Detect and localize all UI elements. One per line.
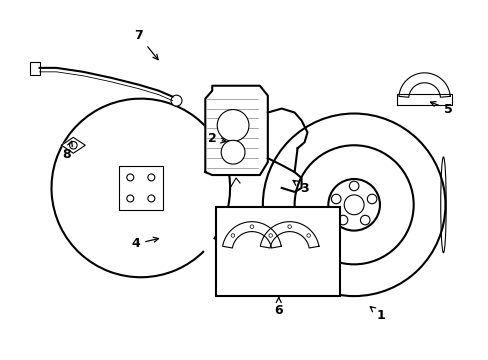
Polygon shape <box>398 73 449 97</box>
Text: 5: 5 <box>429 102 452 116</box>
Circle shape <box>221 140 244 164</box>
Bar <box>30 62 40 75</box>
Text: 4: 4 <box>131 237 158 251</box>
Text: 3: 3 <box>292 180 308 195</box>
Bar <box>119 166 163 210</box>
Text: 6: 6 <box>274 297 283 317</box>
Text: 1: 1 <box>369 307 385 322</box>
Text: 7: 7 <box>134 29 158 60</box>
Bar <box>216 207 340 296</box>
Polygon shape <box>222 222 281 248</box>
Text: 2: 2 <box>207 132 225 145</box>
Polygon shape <box>61 137 85 153</box>
Text: 8: 8 <box>62 141 72 161</box>
Circle shape <box>217 109 248 141</box>
Circle shape <box>171 95 182 106</box>
Polygon shape <box>260 222 318 248</box>
Polygon shape <box>205 86 267 175</box>
